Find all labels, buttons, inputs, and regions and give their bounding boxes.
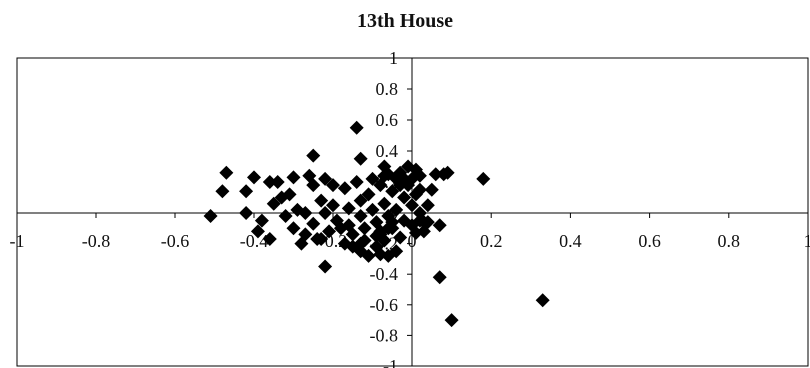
data-point <box>381 167 396 182</box>
data-point <box>318 206 333 220</box>
data-point <box>365 202 380 217</box>
data-point <box>432 218 447 233</box>
data-point <box>405 198 419 213</box>
data-point <box>353 193 368 208</box>
data-point <box>286 170 301 185</box>
chart-title: 13th House <box>356 10 454 32</box>
data-point <box>337 181 352 196</box>
y-tick-label: 0.6 <box>376 110 399 130</box>
data-point <box>306 216 321 231</box>
data-point <box>444 313 459 328</box>
y-tick-label: 1 <box>389 48 398 68</box>
data-point <box>353 151 368 166</box>
data-point <box>326 178 340 193</box>
data-point <box>393 230 408 245</box>
data-point <box>314 193 329 208</box>
data-point <box>440 165 455 180</box>
y-tick-label: -1 <box>383 356 398 368</box>
data-point <box>385 184 400 199</box>
data-point <box>385 215 400 230</box>
data-point <box>318 171 333 186</box>
data-point <box>298 227 313 242</box>
data-point <box>432 270 447 285</box>
data-point <box>266 196 281 211</box>
data-point <box>428 167 443 182</box>
x-tick-label: 1 <box>804 231 810 251</box>
data-point <box>412 168 427 183</box>
data-point <box>389 244 404 259</box>
data-point <box>298 206 313 220</box>
x-tick-label: -0.8 <box>82 231 111 251</box>
data-point <box>365 171 380 186</box>
data-point <box>345 227 360 242</box>
data-point <box>247 170 261 185</box>
data-point <box>357 221 372 236</box>
data-point <box>412 182 427 197</box>
data-point <box>250 224 265 239</box>
x-tick-label: 0.4 <box>559 231 582 251</box>
y-tick-label: -0.8 <box>370 325 399 345</box>
data-point <box>353 236 368 251</box>
data-point <box>215 184 230 199</box>
data-point <box>476 171 491 186</box>
data-point <box>286 221 301 236</box>
x-tick-label: 0.2 <box>480 231 503 251</box>
data-point <box>341 201 356 216</box>
x-tick-label: 0.8 <box>718 231 741 251</box>
x-tick-label: -0.4 <box>240 231 269 251</box>
data-point <box>306 148 321 163</box>
data-point <box>424 182 439 197</box>
data-point <box>353 209 368 224</box>
data-point <box>219 165 234 180</box>
x-tick-label: -0.6 <box>161 231 190 251</box>
y-tick-label: 0.8 <box>376 79 399 99</box>
y-tick-label: 0.4 <box>376 141 399 161</box>
data-point <box>349 175 364 189</box>
y-tick-label: -0.4 <box>370 264 399 284</box>
data-point <box>254 213 269 228</box>
data-point <box>349 120 364 135</box>
x-tick-label: 0.6 <box>638 231 661 251</box>
data-point <box>306 178 321 193</box>
data-point <box>203 209 218 224</box>
data-point <box>262 232 277 247</box>
data-point <box>282 187 297 202</box>
data-point <box>270 175 285 189</box>
data-point <box>420 215 435 230</box>
data-point <box>377 196 392 211</box>
data-point <box>389 202 404 217</box>
data-point <box>239 184 254 199</box>
x-tick-label: -1 <box>10 231 25 251</box>
data-point <box>318 259 333 274</box>
x-tick-label: -0.2 <box>319 231 348 251</box>
data-point <box>361 187 376 202</box>
data-point <box>420 198 435 213</box>
x-ticks: -1 -0.8 -0.6 -0.4 -0.2 0 0.2 0.4 0.6 0.8 1 <box>10 213 810 251</box>
y-tick-label: -0.6 <box>370 295 399 315</box>
data-point <box>397 171 412 186</box>
data-point <box>322 224 337 239</box>
data-point <box>361 248 376 263</box>
data-point <box>369 228 384 243</box>
data-point <box>239 206 254 220</box>
data-point <box>262 175 277 189</box>
data-point <box>326 198 340 213</box>
data-points <box>203 120 550 328</box>
data-point <box>278 209 293 224</box>
data-point <box>314 232 329 247</box>
data-point <box>397 190 412 205</box>
data-point <box>535 293 550 308</box>
x-tick-label: 0 <box>408 231 417 251</box>
